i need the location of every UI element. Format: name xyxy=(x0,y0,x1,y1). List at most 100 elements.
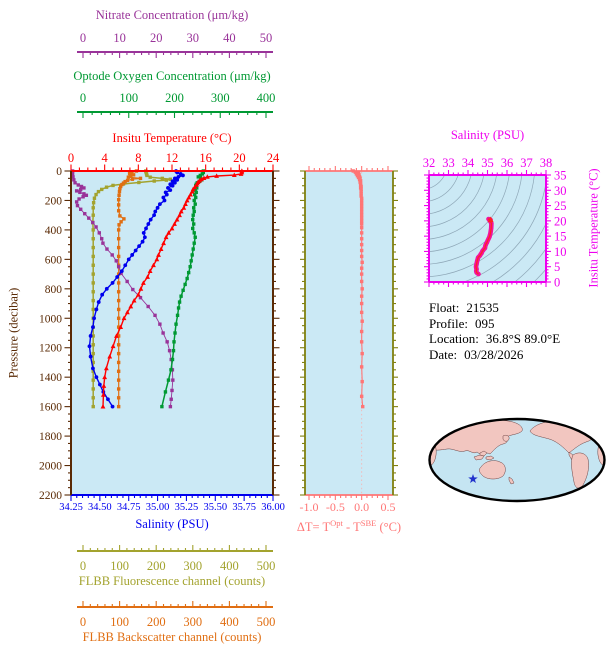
pressure-axis-label: Pressure (decibar) xyxy=(6,287,21,379)
tick-label: 0 xyxy=(56,166,62,178)
location-value: 36.8°S 89.0°E xyxy=(485,331,561,346)
tick-label: 35.75 xyxy=(232,502,256,513)
tick-label: 500 xyxy=(257,615,276,629)
tick-label: 4 xyxy=(102,151,109,165)
ts-temperature-axis-label: Insitu Temperature (°C) xyxy=(586,168,601,288)
float-value: 21535 xyxy=(466,300,499,315)
float-info-line: Date: 03/28/2026 xyxy=(429,347,560,363)
ts-axes xyxy=(424,170,551,287)
tick-label: 34.50 xyxy=(88,502,112,513)
tick-label: 1600 xyxy=(39,402,62,414)
delta-t-title-part: (°C) xyxy=(376,520,402,534)
tick-label: 35 xyxy=(554,169,567,183)
tick-label: 34 xyxy=(462,156,475,170)
date-label: Date: xyxy=(429,346,458,362)
delta-t-title-part: ΔT= T xyxy=(296,520,331,534)
delta-t-plot-background xyxy=(305,171,393,495)
tick-label: 16 xyxy=(199,151,212,165)
tick-label: 300 xyxy=(183,615,202,629)
tick-label: 34.75 xyxy=(117,502,141,513)
tick-label: 1000 xyxy=(39,313,62,325)
tick-label: 800 xyxy=(45,284,63,296)
profile-plot xyxy=(70,168,273,495)
backscatter-axis-title: FLBB Backscatter channel (counts) xyxy=(82,630,262,644)
tick-label: -0.5 xyxy=(326,500,345,514)
tick-label: 5 xyxy=(554,260,560,274)
tick-label: 20 xyxy=(150,31,163,45)
tick-label: 200 xyxy=(165,91,184,105)
tick-label: 32 xyxy=(423,156,436,170)
delta-t-title-sup-opt: Opt xyxy=(330,517,343,528)
map-landmass xyxy=(502,434,510,442)
oxygen-axis-title: Optode Oxygen Concentration (μm/kg) xyxy=(73,69,271,83)
series-salinity xyxy=(87,169,185,409)
profile-label: Profile: xyxy=(429,315,468,331)
tick-label: 400 xyxy=(220,559,239,573)
float-info-line: Location: 36.8°S 89.0°E xyxy=(429,331,560,347)
tick-label: 35.50 xyxy=(203,502,227,513)
map-landmass xyxy=(485,455,495,461)
map-landmass xyxy=(473,454,485,461)
tick-label: 2000 xyxy=(39,461,62,473)
fluorescence-axis-title: FLBB Fluorescence channel (counts) xyxy=(78,574,266,588)
tick-label: 400 xyxy=(45,225,63,237)
fluorescence-scalebar xyxy=(77,545,273,552)
series-temperature xyxy=(100,168,245,409)
tick-label: 36 xyxy=(501,156,514,170)
tick-label: 0.0 xyxy=(354,500,369,514)
delta-t-title-sup-sbe: SBE xyxy=(360,517,377,528)
tick-label: 12 xyxy=(166,151,179,165)
map-landmass xyxy=(508,476,515,485)
tick-label: 200 xyxy=(45,195,63,207)
location-label: Location: xyxy=(429,331,479,346)
tick-label: 1400 xyxy=(39,372,62,384)
tick-label: 20 xyxy=(554,214,567,228)
tick-label: 30 xyxy=(187,31,200,45)
tick-label: 37 xyxy=(520,156,533,170)
tick-label: 300 xyxy=(211,91,230,105)
tick-label: 0 xyxy=(80,91,86,105)
backscatter-scalebar xyxy=(77,601,273,608)
map-landmass xyxy=(571,452,589,489)
tick-label: 10 xyxy=(113,31,126,45)
profile-axes xyxy=(64,164,280,501)
map-landmass xyxy=(576,419,591,430)
series-backscatter xyxy=(116,169,143,409)
tick-label: 35.25 xyxy=(175,502,199,513)
float-info-line: Profile: 095 xyxy=(429,316,560,332)
tick-label: 0 xyxy=(554,276,560,290)
float-info-block: Float: 21535 Profile: 095 Location: 36.8°S … xyxy=(429,300,560,362)
tick-label: 300 xyxy=(183,559,202,573)
delta-t-axes xyxy=(300,166,398,500)
tick-label: 20 xyxy=(233,151,246,165)
tick-label: 50 xyxy=(260,31,273,45)
profile-plot-background xyxy=(71,171,273,495)
salinity-axis-title: Salinity (PSU) xyxy=(135,517,209,531)
nitrate-scalebar xyxy=(77,51,273,58)
tick-label: 38 xyxy=(540,156,553,170)
profile-value: 095 xyxy=(475,315,495,331)
delta-t-title-part: - T xyxy=(342,520,361,534)
tick-label: 200 xyxy=(147,559,166,573)
tick-label: 1800 xyxy=(39,431,62,443)
tick-label: 100 xyxy=(119,91,138,105)
tick-label: 40 xyxy=(223,31,236,45)
tick-label: 400 xyxy=(257,91,276,105)
tick-label: 30 xyxy=(554,184,567,198)
tick-label: 8 xyxy=(135,151,141,165)
tick-label: -1.0 xyxy=(300,500,319,514)
tick-label: 15 xyxy=(554,230,567,244)
tick-label: 100 xyxy=(110,615,129,629)
float-label: Float: xyxy=(429,300,460,315)
tick-label: 36.00 xyxy=(261,502,285,513)
nitrate-axis-title: Nitrate Concentration (μm/kg) xyxy=(95,8,249,22)
map-landmass xyxy=(479,460,506,480)
series-nitrate xyxy=(70,169,175,409)
tick-label: 10 xyxy=(554,245,567,259)
series-delta-t xyxy=(351,169,365,409)
ts-salinity-axis-title: Salinity (PSU) xyxy=(450,128,525,142)
tick-label: 400 xyxy=(220,615,239,629)
tick-label: 0.5 xyxy=(381,500,396,514)
